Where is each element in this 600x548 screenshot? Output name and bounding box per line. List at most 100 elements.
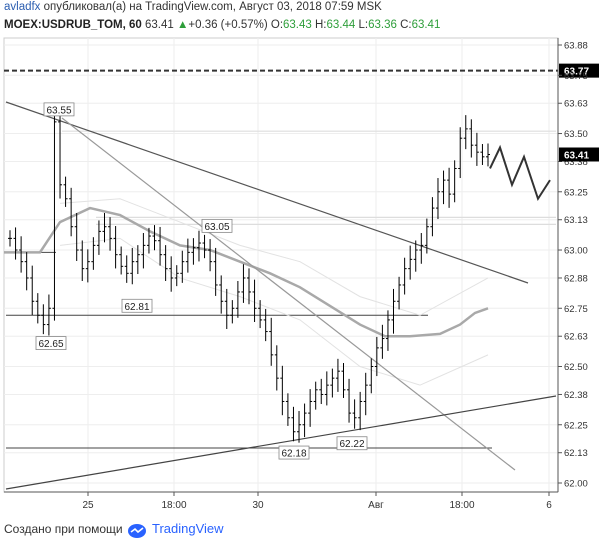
- tradingview-brand[interactable]: TradingView: [151, 521, 224, 536]
- price-axis: 63.88 63.75 63.63 63.50 63.38 63.25 63.13 63.00…: [557, 38, 599, 492]
- ohlc-bar: [135, 245, 140, 275]
- tradingview-logo-icon[interactable]: [127, 523, 147, 539]
- price-tick-label: 62.63: [564, 332, 588, 343]
- ohlc-bar: [224, 288, 229, 330]
- ohlc-bar: [452, 160, 457, 203]
- ohlc-bar: [474, 132, 479, 166]
- price-tick-label: 62.50: [564, 362, 588, 373]
- ohlc-bar: [363, 372, 368, 416]
- ohlc-bar: [402, 257, 407, 295]
- price-callouts: 63.55 63.05 62.81 62.65 62.18 62.22: [35, 102, 368, 460]
- ohlc-bar: [441, 170, 446, 205]
- ohlc-bar: [130, 247, 135, 285]
- low-label: L:: [358, 19, 369, 31]
- ohlc-bar: [46, 294, 51, 336]
- callout-label: 62.22: [339, 439, 364, 450]
- ohlc-bar: [313, 381, 318, 410]
- up-arrow-icon: ▲: [177, 19, 189, 31]
- ohlc-bar: [274, 345, 279, 391]
- author-link[interactable]: avladfx: [4, 1, 41, 13]
- callout-label: 63.05: [204, 222, 229, 233]
- ohlc-bar: [291, 406, 296, 442]
- ohlc-bar: [208, 239, 213, 272]
- ohlc-bar: [19, 236, 24, 273]
- ohlc-bar: [385, 310, 390, 351]
- ohlc-bar: [58, 109, 63, 199]
- ohlc-bar: [374, 336, 379, 377]
- ohlc-bar: [85, 249, 90, 283]
- ohlc-bar: [319, 378, 324, 405]
- ohlc-bar: [352, 399, 357, 429]
- ohlc-bar: [141, 233, 146, 269]
- price-tick-label: 63.88: [564, 41, 588, 52]
- price-tick-label: 63.25: [564, 187, 588, 198]
- moving-average-line: [4, 206, 489, 338]
- ohlc-bar: [63, 176, 68, 207]
- callout-label: 63.55: [46, 105, 71, 116]
- current-price-label: 63.41: [564, 151, 589, 162]
- price-tick-label: 63.75: [564, 71, 588, 82]
- callout-box: [278, 445, 310, 460]
- ohlc-bar: [430, 197, 435, 237]
- last-price: 63.41: [145, 19, 174, 31]
- close-label: C:: [400, 19, 412, 31]
- ohlc-bars: [8, 109, 490, 443]
- ohlc-bar: [285, 393, 290, 426]
- ohlc-bar: [196, 230, 201, 262]
- time-tick-label: 18:00: [449, 500, 474, 511]
- price-tick-label: 62.38: [564, 390, 588, 401]
- ohlc-bar: [330, 368, 335, 398]
- price-tick-label: 62.75: [564, 304, 588, 315]
- created-with-text: Создано при помощи: [4, 522, 123, 536]
- ohlc-bar: [358, 391, 363, 431]
- ohlc-bar: [380, 324, 385, 359]
- publish-text: опубликовал(а) на TradingView.com, Авгус…: [43, 1, 382, 13]
- symbol-name[interactable]: MOEX:USDRUB_TOM, 60: [4, 19, 142, 31]
- dashed-level-label: 63.77: [564, 67, 589, 78]
- ohlc-bar: [41, 304, 46, 335]
- callout-box: [121, 298, 153, 313]
- ohlc-bar: [391, 288, 396, 334]
- price-tick-label: 63.00: [564, 246, 588, 257]
- callout-box: [201, 218, 233, 233]
- ohlc-bar: [124, 255, 129, 283]
- ohlc-bar: [424, 218, 429, 254]
- open-label: O:: [270, 19, 284, 31]
- ohlc-bar: [458, 127, 463, 179]
- ohlc-bar: [258, 300, 263, 329]
- ohlc-bar: [24, 252, 29, 291]
- high-label: H:: [315, 19, 327, 31]
- ohlc-bar: [185, 238, 190, 273]
- ohlc-bar: [146, 227, 151, 254]
- ohlc-bar: [69, 187, 74, 237]
- ohlc-bar: [213, 247, 218, 296]
- ohlc-bar: [247, 268, 251, 305]
- symbol-line: MOEX:USDRUB_TOM, 60 63.41 ▲+0.36 (+0.57%…: [4, 19, 440, 31]
- time-tick-label: 30: [252, 500, 264, 511]
- ohlc-bar: [219, 275, 224, 314]
- ohlc-bar: [341, 363, 346, 398]
- ohlc-bar: [52, 112, 57, 321]
- ohlc-bar: [335, 358, 340, 392]
- low-value: 63.36: [368, 19, 397, 31]
- projection-zigzag: [489, 144, 551, 202]
- callout-label: 62.18: [281, 449, 306, 460]
- time-tick-label: Авг: [368, 500, 384, 511]
- price-change: +0.36 (+0.57%): [188, 19, 268, 31]
- time-axis: 25 18:00 30 Авг 18:00 6: [4, 491, 558, 511]
- ohlc-bar: [308, 389, 313, 427]
- envelope-line: [59, 237, 489, 386]
- ohlc-bar: [158, 226, 163, 266]
- price-tick-label: 63.38: [564, 157, 588, 168]
- ohlc-bar: [469, 119, 474, 158]
- ohlc-bar: [30, 265, 35, 316]
- ohlc-bar: [263, 308, 268, 342]
- ohlc-bar: [191, 238, 196, 265]
- ohlc-bar: [80, 240, 85, 282]
- ohlc-bar: [408, 245, 413, 280]
- ohlc-bar: [152, 225, 157, 251]
- time-tick-label: 6: [546, 500, 552, 511]
- ohlc-bar: [480, 144, 485, 165]
- ohlc-bar: [35, 293, 40, 324]
